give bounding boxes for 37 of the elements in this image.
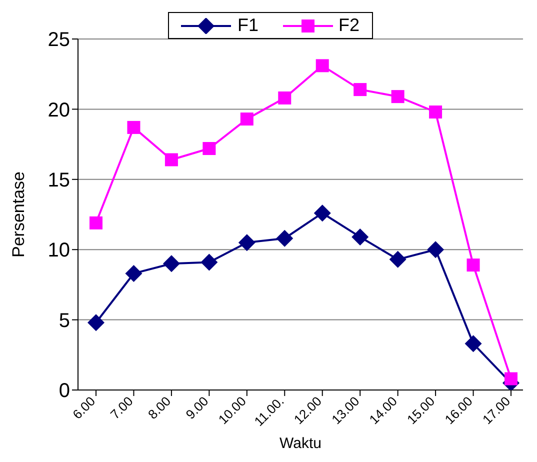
point xyxy=(391,90,404,104)
point xyxy=(389,250,406,268)
x-tick-label: 9.00 xyxy=(182,394,212,422)
point xyxy=(504,372,518,386)
y-tick-label: 0 xyxy=(58,380,70,402)
point xyxy=(164,153,178,166)
point xyxy=(276,230,294,247)
y-axis-title: Persentase xyxy=(9,172,28,258)
point xyxy=(127,120,140,134)
legend-label: F1 xyxy=(236,15,258,36)
y-tick-label: 10 xyxy=(48,240,70,262)
point xyxy=(240,112,254,126)
x-tick-label: 8.00 xyxy=(145,394,174,422)
point xyxy=(200,254,218,271)
point xyxy=(464,335,482,352)
point xyxy=(427,241,444,258)
y-tick-label: 20 xyxy=(48,99,70,122)
legend-label: F2 xyxy=(338,15,360,36)
point xyxy=(125,264,142,282)
point xyxy=(162,255,180,272)
point xyxy=(278,91,292,104)
x-tick-label: 6.00 xyxy=(70,394,98,422)
point xyxy=(429,106,442,119)
x-tick-label: 7.00 xyxy=(107,394,136,422)
point xyxy=(90,216,102,230)
y-tick-label: 25 xyxy=(48,29,70,52)
point xyxy=(354,83,367,96)
point xyxy=(316,59,329,72)
point xyxy=(466,258,480,272)
point xyxy=(88,314,104,332)
point xyxy=(238,234,256,252)
point xyxy=(314,204,331,222)
y-tick-label: 15 xyxy=(48,170,70,192)
point xyxy=(202,142,216,156)
point xyxy=(352,228,369,246)
y-tick-label: 5 xyxy=(58,310,70,332)
x-axis-title: Waktu xyxy=(280,435,322,452)
